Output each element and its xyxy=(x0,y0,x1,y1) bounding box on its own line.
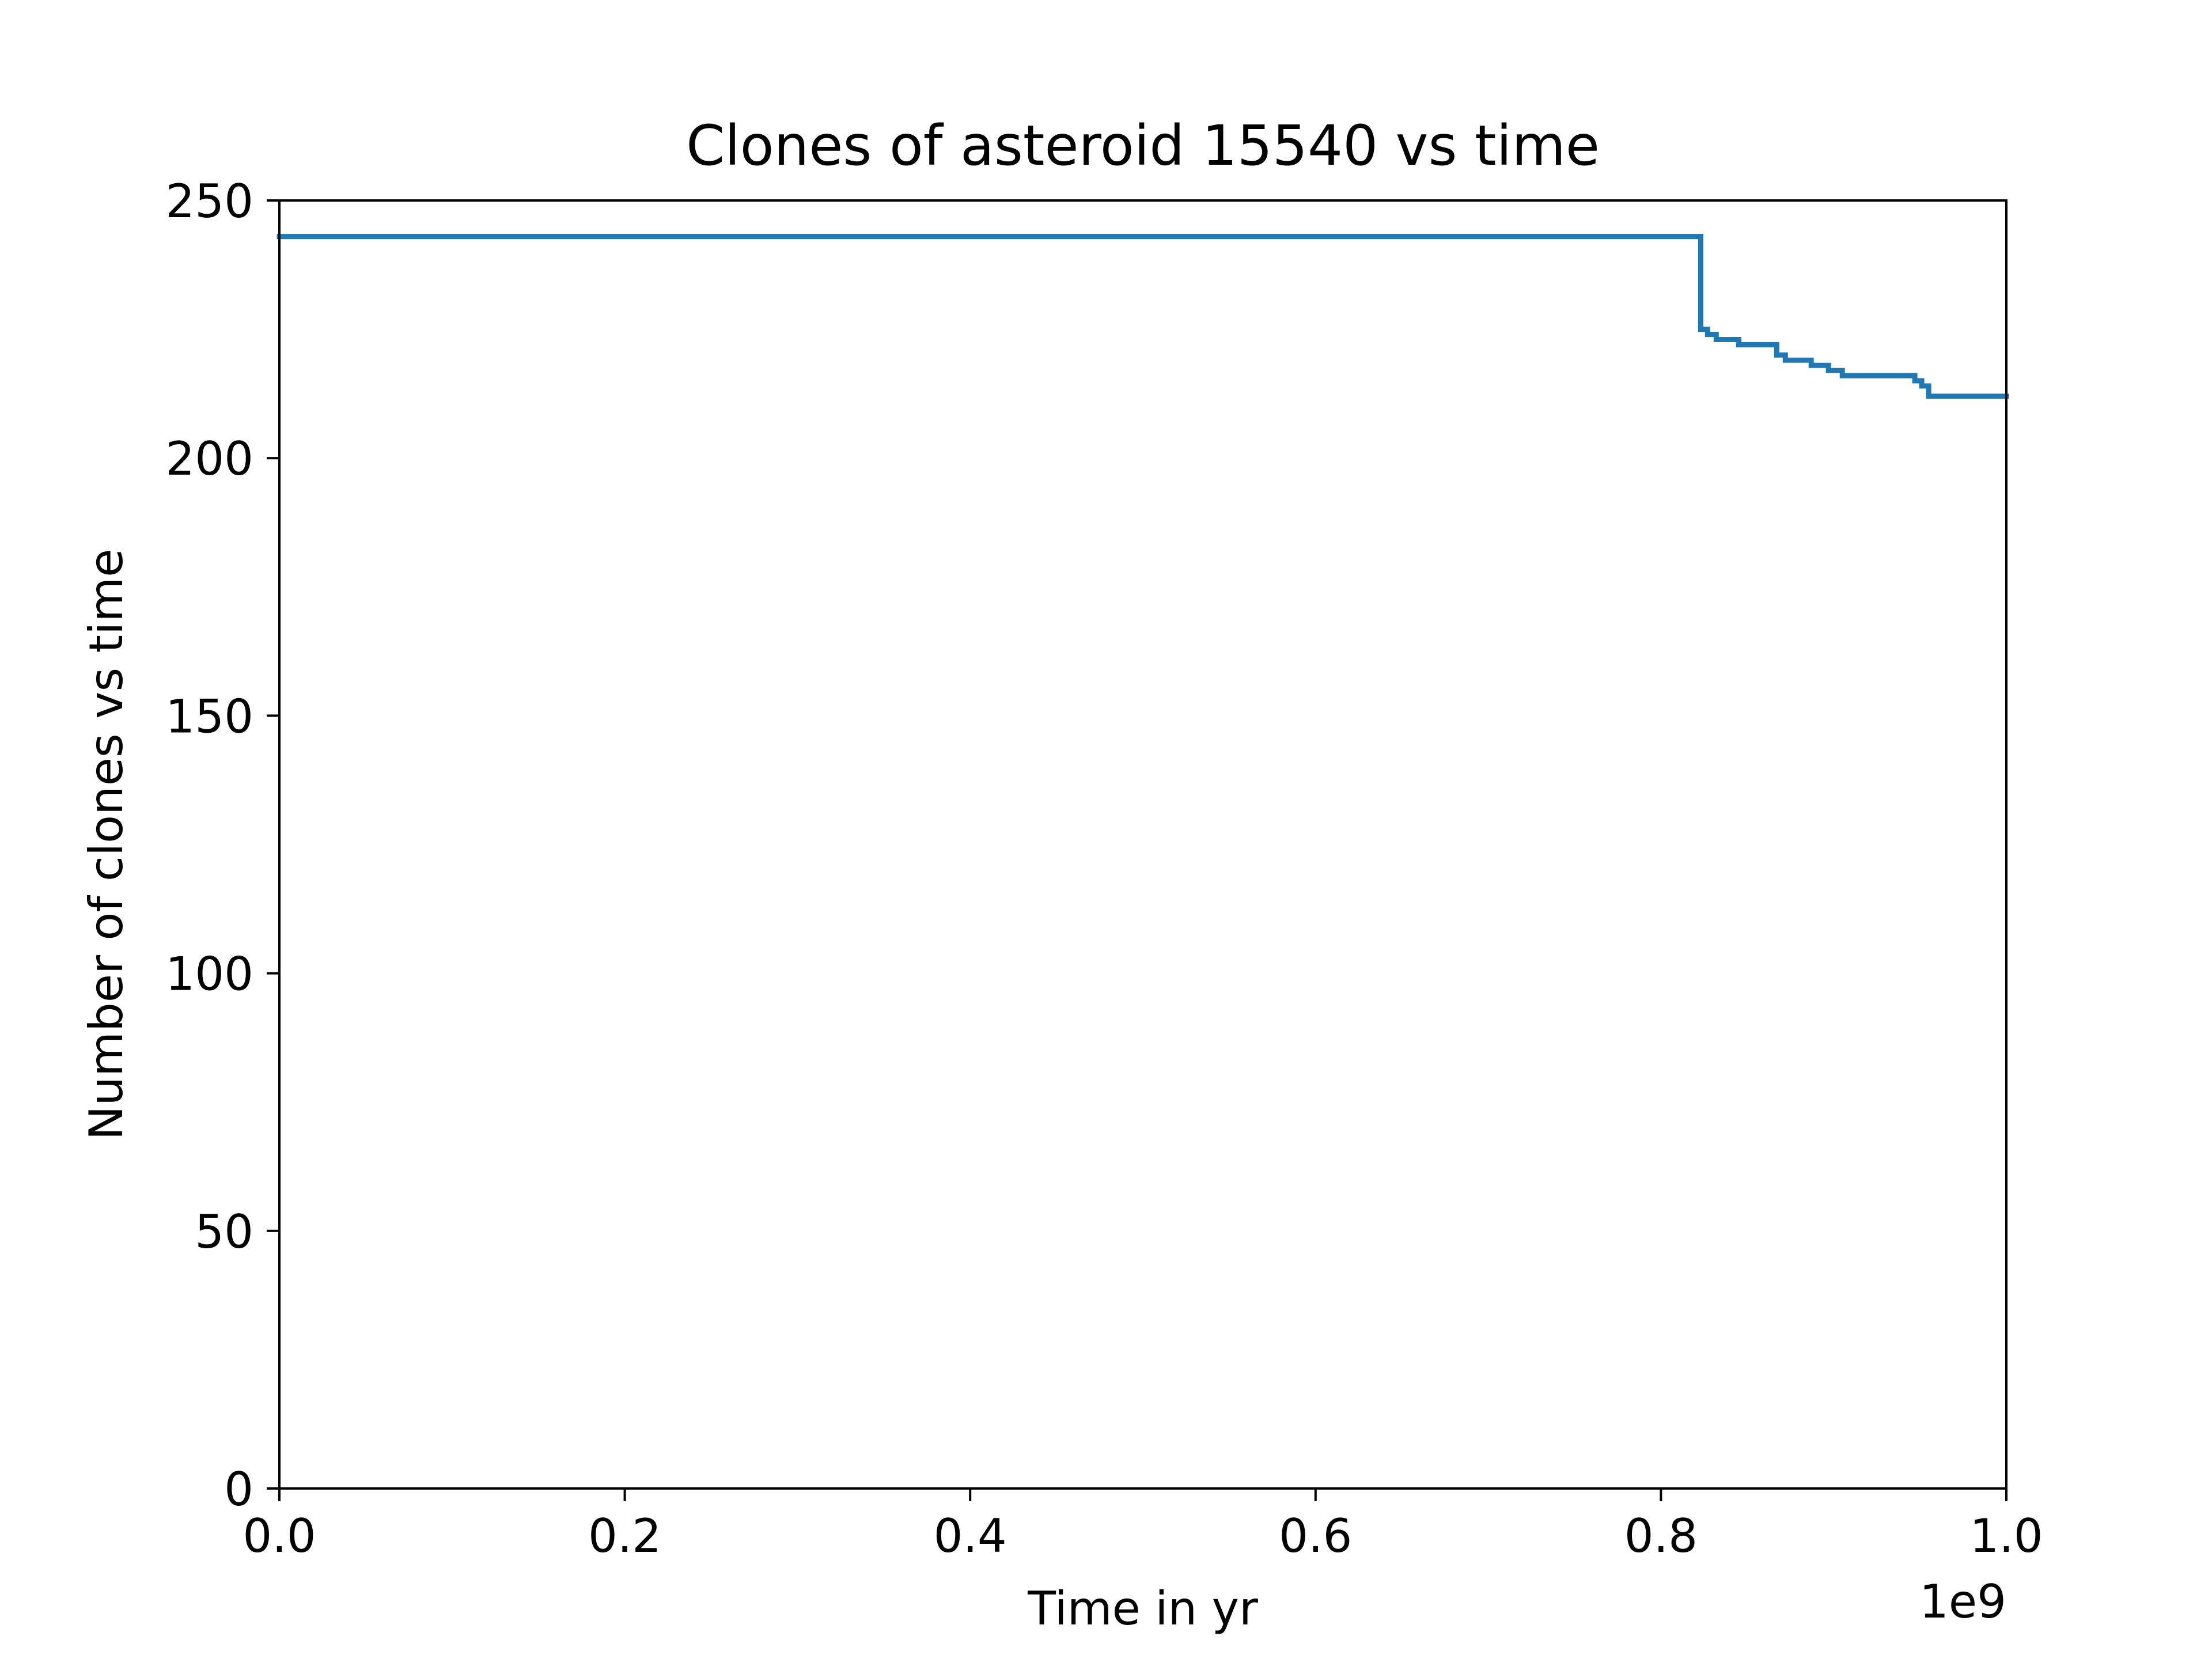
chart-title: Clones of asteroid 15540 vs time xyxy=(686,113,1600,178)
x-axis: 0.0 0.2 0.4 0.6 0.8 1.0 xyxy=(243,1488,2043,1563)
y-tick-label: 50 xyxy=(195,1205,253,1259)
series-line-0 xyxy=(276,234,2009,399)
series-layer xyxy=(276,234,2009,399)
x-tick-label: 0.4 xyxy=(934,1509,1007,1563)
y-tick-label: 100 xyxy=(165,948,253,1001)
y-tick-label: 200 xyxy=(165,432,253,486)
plot-area xyxy=(279,200,2006,1488)
axes-frame xyxy=(278,199,2008,1490)
x-tick-label: 1.0 xyxy=(1969,1509,2043,1563)
y-axis-label: Number of clones vs time xyxy=(79,549,133,1141)
y-tick-label: 150 xyxy=(165,690,253,743)
x-axis-label: Time in yr xyxy=(1027,1582,1258,1635)
y-tick-label: 250 xyxy=(165,175,253,228)
y-tick-label: 0 xyxy=(224,1463,253,1516)
x-tick-label: 0.0 xyxy=(243,1509,316,1563)
y-axis: 0 50 100 150 200 250 xyxy=(165,175,279,1516)
x-tick-label: 0.6 xyxy=(1279,1509,1352,1563)
x-tick-label: 0.2 xyxy=(588,1509,661,1563)
x-tick-label: 0.8 xyxy=(1624,1509,1698,1563)
x-axis-offset-label: 1e9 xyxy=(1919,1575,2006,1628)
